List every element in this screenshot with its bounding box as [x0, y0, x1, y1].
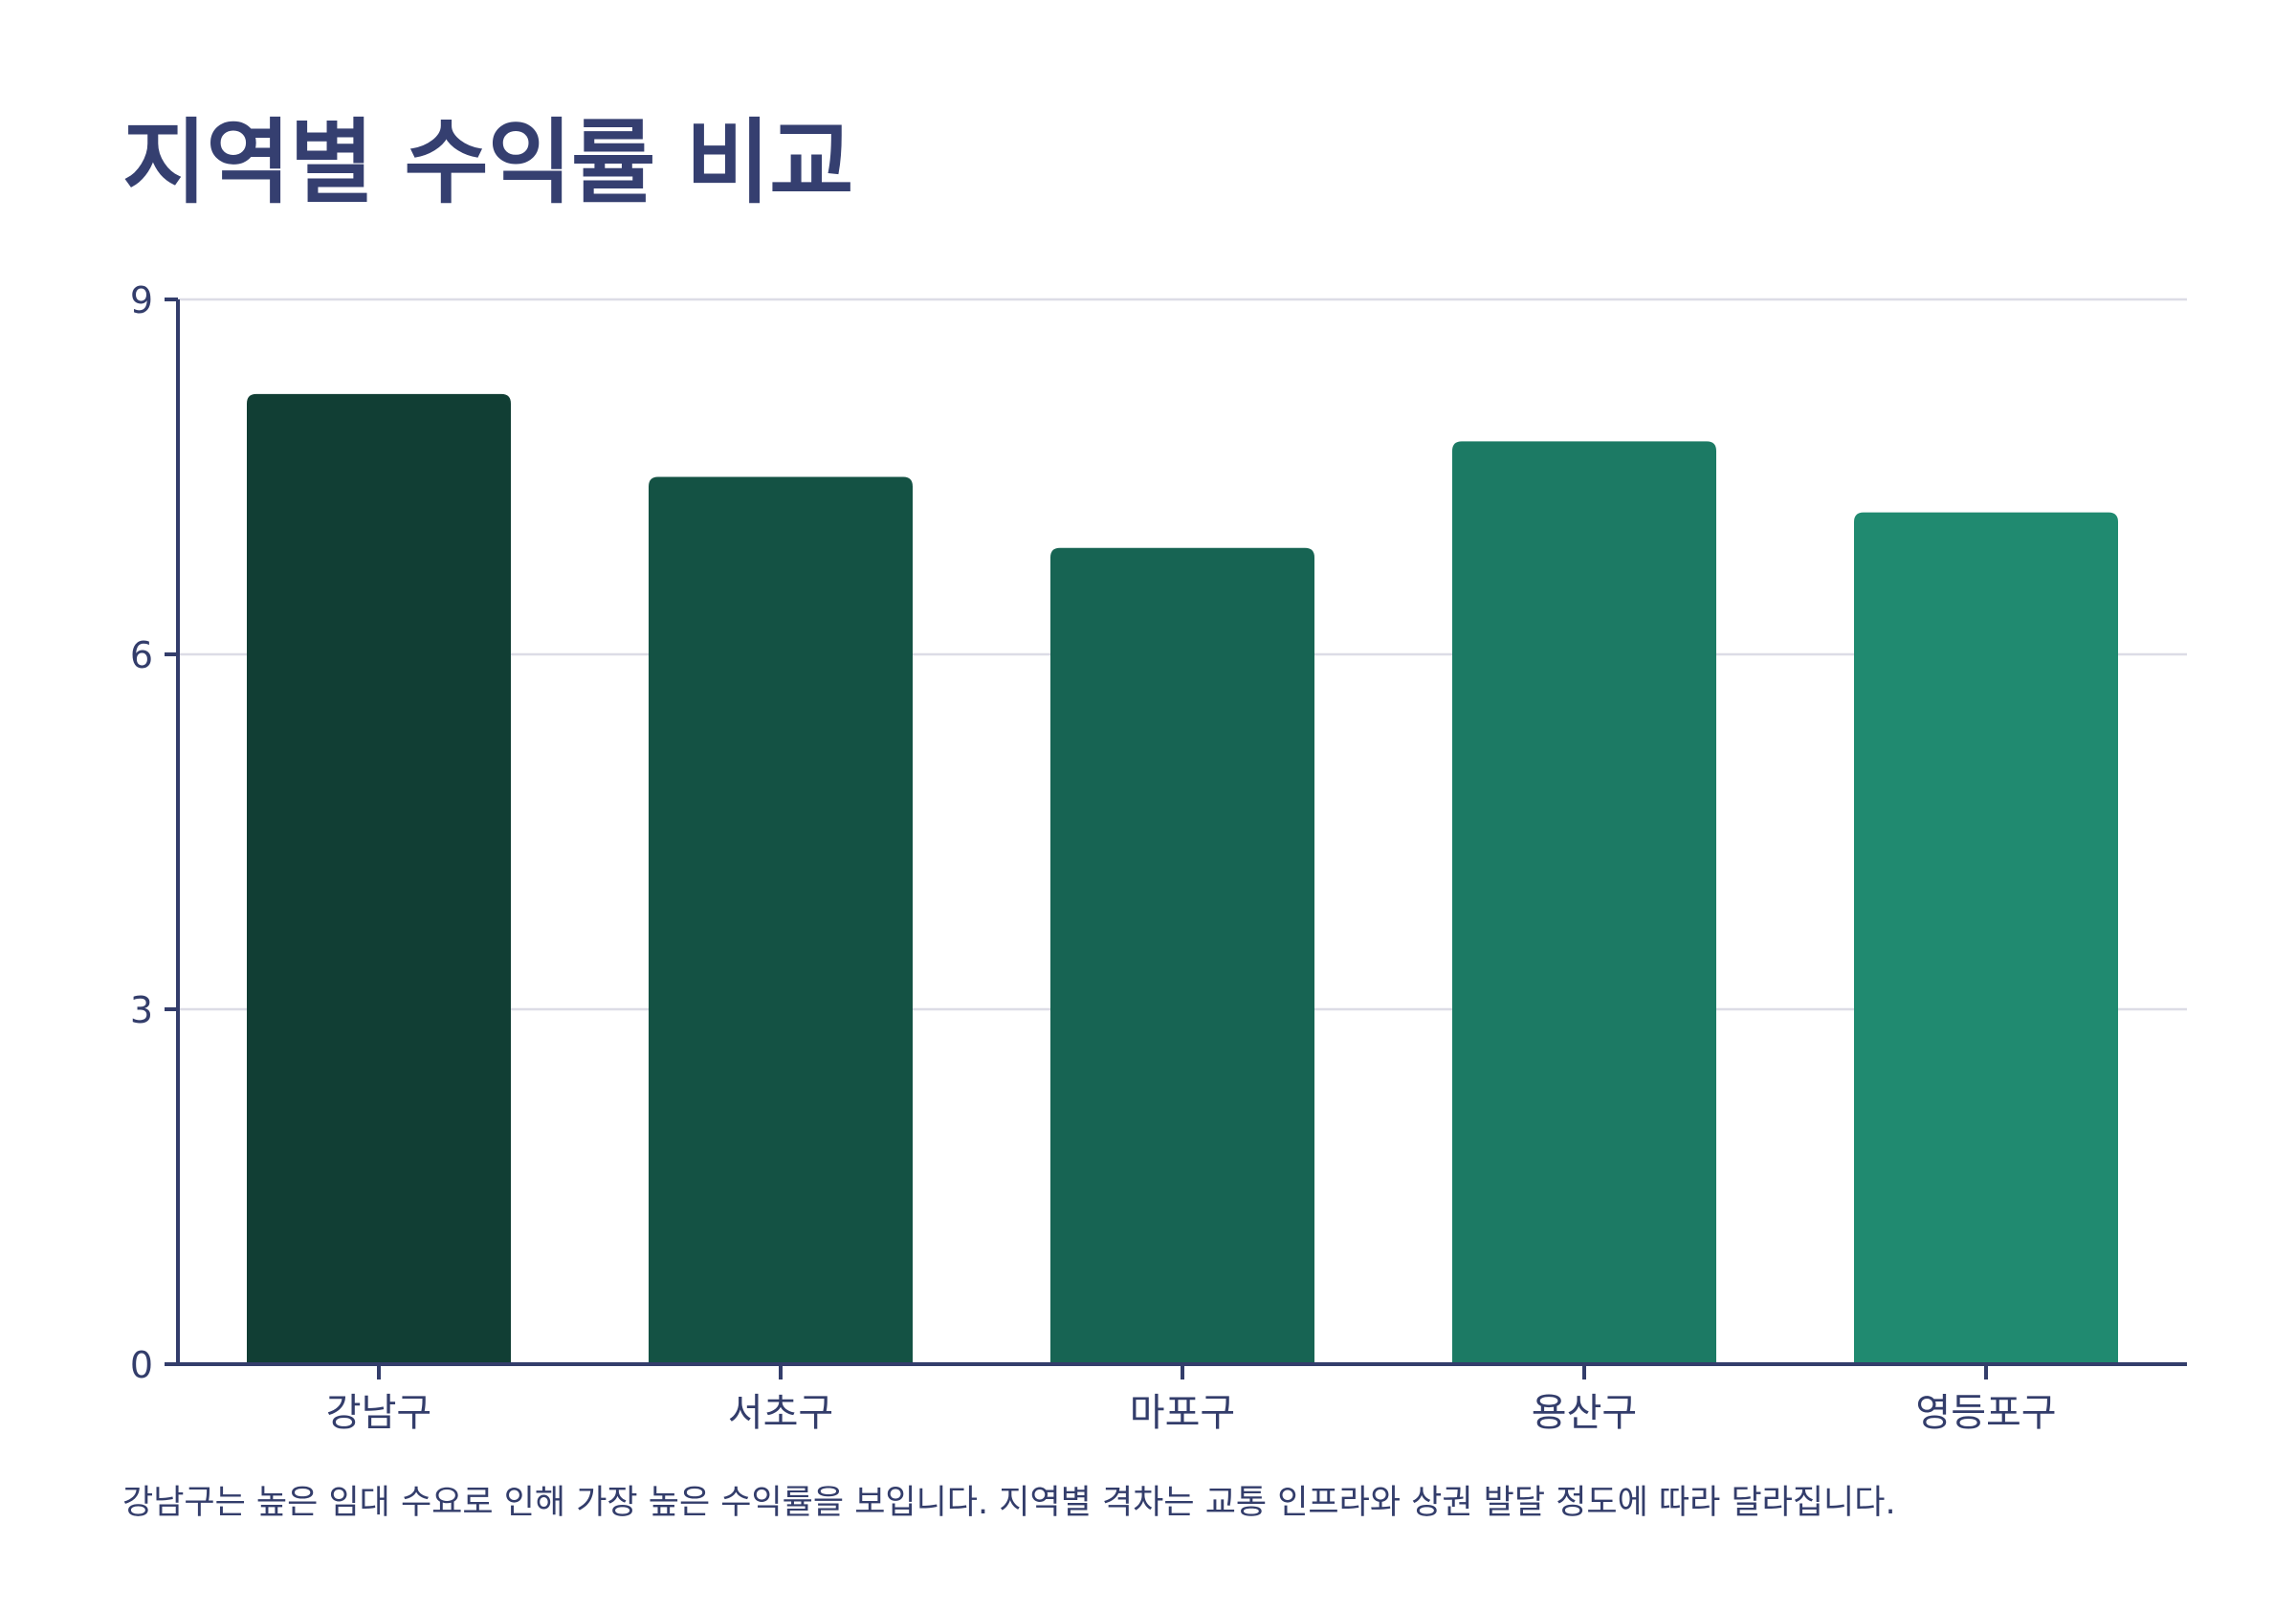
y-tick-label: 6 — [130, 634, 153, 676]
bars — [247, 393, 2118, 1364]
x-tick-label: 강남구 — [326, 1391, 431, 1435]
y-tick-label: 3 — [130, 989, 153, 1031]
chart-caption: 강남구는 높은 임대 수요로 인해 가장 높은 수익률을 보입니다. 지역별 격… — [122, 1484, 1896, 1522]
y-tick-label: 9 — [130, 279, 153, 321]
bar-4 — [1452, 441, 1716, 1364]
bar-2 — [649, 476, 913, 1364]
bar-5 — [1854, 512, 2118, 1364]
x-tick-label: 서초구 — [728, 1391, 833, 1435]
axes — [165, 298, 2187, 1379]
bar-1 — [247, 393, 511, 1364]
tick-labels: 0 3 6 9 강남구 서초구 마포구 용산구 영등포구 — [130, 279, 2057, 1435]
bar-3 — [1050, 547, 1314, 1364]
x-tick-label: 마포구 — [1130, 1391, 1235, 1435]
x-tick-label: 용산구 — [1532, 1391, 1637, 1435]
y-tick-label: 0 — [130, 1344, 153, 1386]
chart-title: 지역별 수익률 비교 — [122, 109, 853, 216]
x-tick-label: 영등포구 — [1915, 1391, 2056, 1435]
